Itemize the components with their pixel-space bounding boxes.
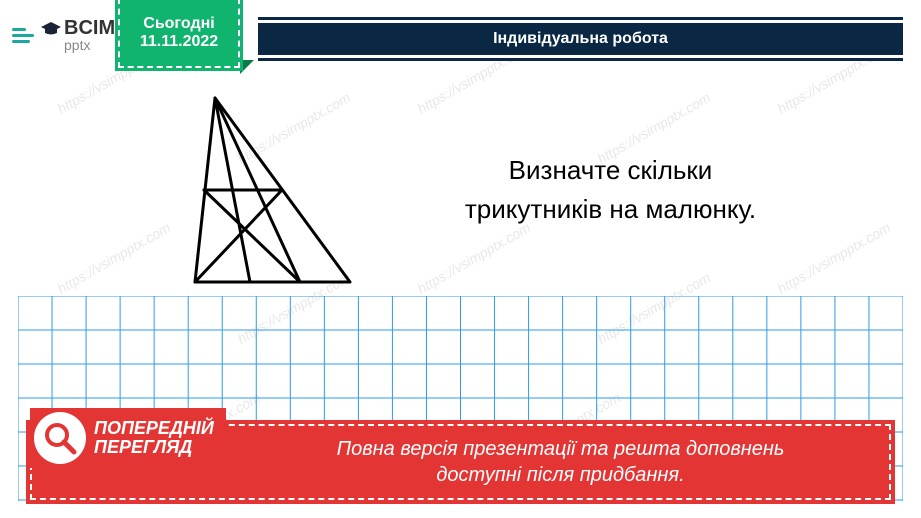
header: BCIM pptx Сьогодні 11.11.2022 Індивідуал… [0, 0, 921, 70]
page-title: Індивідуальна робота [258, 20, 903, 58]
preview-label-2: ПЕРЕГЛЯД [94, 438, 214, 457]
banner-line1: Повна версія презентації та решта доповн… [232, 436, 889, 462]
logo-brand: BCIM [64, 18, 115, 38]
date-badge: Сьогодні 11.11.2022 [118, 0, 240, 68]
preview-label-1: ПОПЕРЕДНІЙ [94, 419, 214, 438]
banner-line2: доступні після придбання. [232, 462, 889, 488]
footer-banner: ПОПЕРЕДНІЙ ПЕРЕГЛЯД Повна версія презент… [30, 424, 891, 500]
graduation-cap-icon [40, 21, 62, 35]
content: Визначте скільки трикутників на малюнку. [0, 70, 921, 300]
date-label: Сьогодні [143, 15, 214, 33]
logo-sub: pptx [64, 38, 115, 52]
question-line1: Визначте скільки [380, 151, 841, 190]
date-value: 11.11.2022 [140, 33, 218, 51]
question-text: Визначте скільки трикутників на малюнку. [360, 151, 861, 229]
question-line2: трикутників на малюнку. [380, 190, 841, 229]
date-fold [240, 60, 254, 74]
logo: BCIM pptx [12, 18, 115, 52]
magnifier-icon [34, 412, 86, 464]
preview-badge: ПОПЕРЕДНІЙ ПЕРЕГЛЯД [30, 408, 226, 468]
triangle-diagram [140, 90, 360, 290]
logo-lines-icon [12, 28, 34, 43]
